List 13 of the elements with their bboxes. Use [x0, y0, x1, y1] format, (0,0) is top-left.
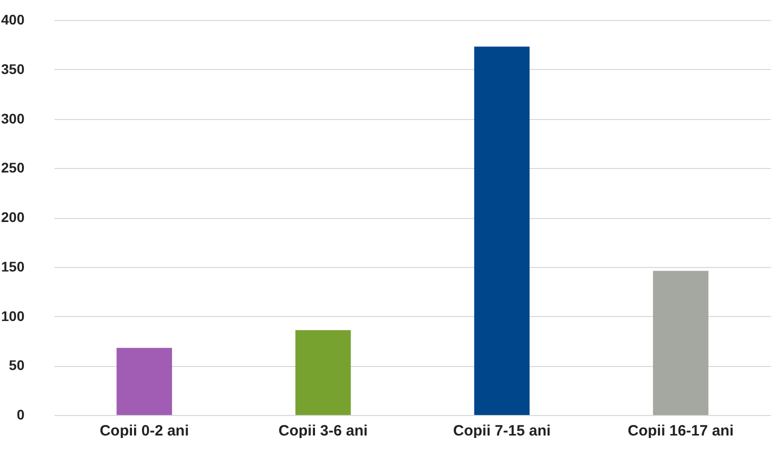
y-tick-label: 400 [1, 12, 25, 28]
y-tick-label: 150 [1, 258, 25, 274]
y-tick-label: 0 [16, 406, 25, 422]
bar [295, 330, 351, 415]
y-tick-label: 300 [1, 110, 25, 126]
bar [652, 270, 708, 415]
bar [474, 46, 530, 415]
y-tick-label: 350 [1, 60, 25, 77]
y-tick-label: 250 [1, 160, 25, 176]
y-tick-label: 200 [1, 209, 25, 225]
y-tick-label: 50 [8, 357, 25, 374]
y-tick-label: 100 [1, 308, 25, 324]
bar [116, 348, 172, 415]
